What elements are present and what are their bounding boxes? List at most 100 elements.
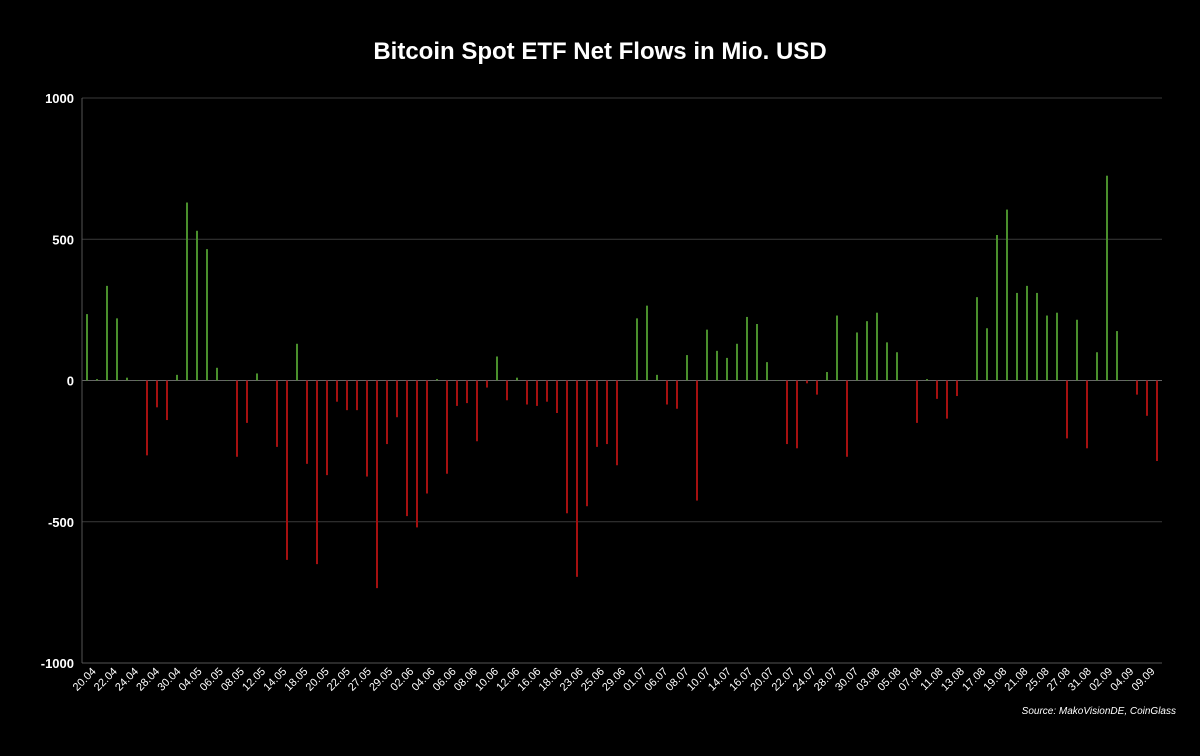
bar bbox=[366, 380, 368, 477]
bar bbox=[266, 380, 268, 381]
y-tick-label: -1000 bbox=[41, 656, 74, 671]
bar bbox=[486, 380, 488, 388]
bar bbox=[466, 380, 468, 404]
bar bbox=[636, 318, 638, 381]
bar bbox=[286, 380, 288, 560]
x-tick-label: 24.07 bbox=[791, 666, 819, 694]
x-tick-label: 08.05 bbox=[219, 666, 247, 694]
bar bbox=[106, 285, 108, 381]
bar bbox=[226, 380, 228, 381]
bar bbox=[116, 318, 118, 381]
bar bbox=[936, 380, 938, 399]
bar bbox=[356, 380, 358, 411]
x-tick-label: 25.08 bbox=[1024, 666, 1052, 694]
x-tick-label: 13.08 bbox=[939, 666, 967, 694]
bar bbox=[96, 379, 98, 381]
x-tick-label: 04.05 bbox=[177, 666, 205, 694]
bar bbox=[136, 380, 138, 381]
bar bbox=[546, 380, 548, 402]
bar bbox=[566, 380, 568, 514]
bar bbox=[646, 305, 648, 381]
bar bbox=[596, 380, 598, 447]
bar bbox=[1156, 380, 1158, 462]
bar bbox=[526, 380, 528, 405]
bar bbox=[426, 380, 428, 494]
bar bbox=[686, 355, 688, 381]
x-tick-label: 27.08 bbox=[1045, 666, 1073, 694]
y-axis-labels: 1000 500 0 -500 -1000 bbox=[41, 91, 74, 671]
x-tick-label: 29.05 bbox=[367, 666, 395, 694]
x-tick-label: 02.09 bbox=[1087, 666, 1115, 694]
bar bbox=[206, 249, 208, 381]
bar bbox=[296, 343, 298, 381]
bar bbox=[736, 343, 738, 381]
bar bbox=[156, 380, 158, 408]
bar bbox=[326, 380, 328, 476]
bar bbox=[1106, 175, 1108, 381]
bar bbox=[926, 379, 928, 381]
x-tick-label: 28.07 bbox=[812, 666, 840, 694]
bar bbox=[616, 380, 618, 466]
x-tick-label: 12.05 bbox=[240, 666, 268, 694]
bar bbox=[886, 342, 888, 381]
bar bbox=[246, 380, 248, 423]
bar bbox=[406, 380, 408, 517]
bar bbox=[196, 230, 198, 381]
bar bbox=[966, 380, 968, 381]
gridlines bbox=[81, 97, 1162, 664]
y-tick-label: 1000 bbox=[45, 91, 74, 106]
chart-title: Bitcoin Spot ETF Net Flows in Mio. USD bbox=[373, 38, 827, 65]
bar bbox=[666, 380, 668, 405]
bar bbox=[896, 352, 898, 381]
bar bbox=[1026, 285, 1028, 381]
bar bbox=[826, 372, 828, 381]
bar bbox=[576, 380, 578, 577]
bar bbox=[176, 374, 178, 381]
x-tick-label: 24.04 bbox=[113, 666, 141, 694]
bar bbox=[696, 380, 698, 501]
bar bbox=[396, 380, 398, 418]
x-tick-label: 04.06 bbox=[410, 666, 438, 694]
bar bbox=[786, 380, 788, 445]
x-tick-label: 22.05 bbox=[325, 666, 353, 694]
x-tick-label: 05.08 bbox=[875, 666, 903, 694]
bar bbox=[536, 380, 538, 406]
x-tick-label: 12.06 bbox=[494, 666, 522, 694]
bar bbox=[846, 380, 848, 457]
x-tick-label: 03.08 bbox=[854, 666, 882, 694]
x-tick-label: 20.05 bbox=[304, 666, 332, 694]
bar bbox=[386, 380, 388, 445]
x-tick-label: 18.06 bbox=[537, 666, 565, 694]
x-tick-label: 08.06 bbox=[452, 666, 480, 694]
x-tick-label: 16.07 bbox=[727, 666, 755, 694]
bar bbox=[836, 315, 838, 381]
bar bbox=[316, 380, 318, 565]
source-note: Source: MakoVisionDE, CoinGlass bbox=[1021, 706, 1176, 717]
bar bbox=[626, 380, 628, 381]
bar bbox=[126, 377, 128, 381]
bar bbox=[446, 380, 448, 474]
bar bbox=[706, 329, 708, 381]
x-tick-label: 20.07 bbox=[748, 666, 776, 694]
x-tick-label: 27.05 bbox=[346, 666, 374, 694]
bar bbox=[816, 380, 818, 395]
x-tick-label: 29.06 bbox=[600, 666, 628, 694]
bar bbox=[916, 380, 918, 423]
x-tick-label: 07.08 bbox=[897, 666, 925, 694]
bar bbox=[1136, 380, 1138, 395]
bar bbox=[1126, 380, 1128, 381]
bar bbox=[256, 373, 258, 381]
bar bbox=[346, 380, 348, 411]
bar bbox=[1086, 380, 1088, 449]
y-tick-label: 0 bbox=[67, 374, 74, 389]
bar bbox=[86, 314, 88, 381]
bar bbox=[216, 367, 218, 381]
x-tick-label: 20.04 bbox=[71, 666, 99, 694]
bar bbox=[796, 380, 798, 449]
bar bbox=[956, 380, 958, 397]
bar bbox=[1006, 209, 1008, 381]
bar bbox=[166, 380, 168, 421]
bar bbox=[716, 350, 718, 381]
bars bbox=[86, 175, 1158, 589]
